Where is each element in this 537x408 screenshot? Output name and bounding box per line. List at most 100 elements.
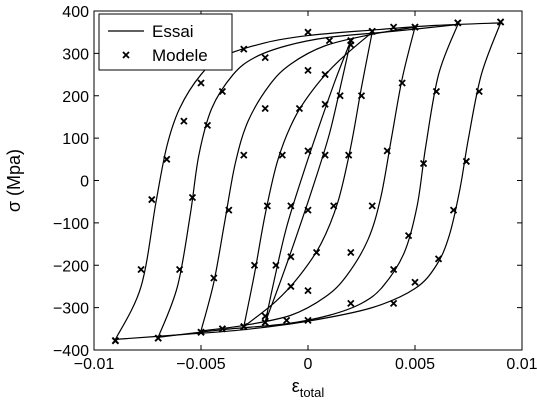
x-tick-label: 0.01 bbox=[506, 356, 537, 373]
essai-loop-4-lower-branch bbox=[243, 32, 373, 328]
y-tick-label: −100 bbox=[53, 216, 89, 233]
modele-marker bbox=[454, 19, 462, 27]
y-tick-label: 200 bbox=[62, 89, 89, 106]
modele-marker bbox=[250, 261, 259, 269]
modele-marker bbox=[261, 312, 269, 320]
x-axis-label: εtotal bbox=[292, 376, 325, 400]
y-tick-label: −400 bbox=[53, 343, 89, 360]
y-tick-label: 0 bbox=[80, 174, 89, 191]
modele-marker bbox=[336, 92, 344, 100]
modele-marker bbox=[218, 87, 227, 96]
modele-marker bbox=[282, 316, 291, 324]
modele-marker bbox=[345, 151, 353, 159]
essai-loop-2-upper-branch bbox=[157, 23, 458, 338]
legend-label-essai: Essai bbox=[152, 22, 194, 41]
modele-marker bbox=[321, 100, 329, 108]
modele-marker bbox=[263, 202, 271, 210]
modele-marker bbox=[432, 87, 441, 96]
modele-marker bbox=[347, 299, 355, 308]
modele-marker bbox=[261, 53, 269, 62]
plot-markers bbox=[111, 18, 505, 345]
modele-marker bbox=[347, 37, 355, 45]
modele-marker bbox=[325, 37, 334, 45]
essai-loop-5-lower-branch bbox=[264, 40, 352, 323]
modele-marker bbox=[304, 206, 312, 214]
modele-marker bbox=[180, 117, 188, 125]
modele-marker bbox=[475, 87, 483, 96]
modele-marker bbox=[295, 104, 304, 113]
modele-marker bbox=[419, 159, 428, 168]
plot-curves bbox=[114, 22, 502, 341]
modele-marker bbox=[188, 193, 197, 202]
y-tick-label: 400 bbox=[62, 4, 89, 21]
x-tick-label: 0.005 bbox=[395, 356, 435, 373]
legend-label-modele: Modele bbox=[152, 46, 208, 65]
modele-marker bbox=[304, 147, 312, 155]
modele-marker bbox=[368, 27, 376, 35]
modele-marker bbox=[404, 231, 413, 240]
x-tick-label: 0 bbox=[304, 356, 313, 373]
modele-marker bbox=[197, 328, 205, 336]
x-axis-label-sub: total bbox=[300, 385, 325, 400]
modele-marker bbox=[261, 104, 269, 113]
modele-marker bbox=[304, 28, 312, 36]
essai-loop-4-upper-branch bbox=[243, 31, 373, 327]
y-tick-label: −200 bbox=[53, 258, 89, 275]
modele-marker bbox=[261, 318, 269, 327]
modele-marker bbox=[368, 202, 376, 210]
modele-marker bbox=[312, 248, 321, 257]
modele-marker bbox=[240, 151, 248, 159]
essai-loop-5-upper-branch bbox=[264, 40, 352, 323]
y-axis-label: σ (Mpa) bbox=[4, 149, 24, 212]
x-tick-label: −0.005 bbox=[176, 356, 225, 373]
modele-marker bbox=[175, 265, 184, 274]
essai-loop-3-upper-branch bbox=[200, 26, 416, 332]
modele-marker bbox=[398, 79, 406, 87]
modele-marker bbox=[434, 255, 443, 263]
essai-loop-1-lower-branch bbox=[115, 22, 502, 341]
modele-marker bbox=[240, 323, 248, 331]
y-tick-label: 300 bbox=[62, 46, 89, 63]
modele-marker bbox=[210, 274, 218, 282]
modele-marker bbox=[304, 66, 312, 74]
legend-box bbox=[98, 13, 233, 71]
modele-marker bbox=[347, 248, 355, 257]
modele-marker bbox=[111, 337, 120, 345]
modele-marker bbox=[449, 206, 458, 214]
modele-marker bbox=[462, 157, 470, 166]
modele-marker bbox=[304, 316, 312, 324]
modele-marker bbox=[304, 287, 312, 295]
modele-marker bbox=[383, 147, 391, 155]
modele-marker bbox=[272, 261, 280, 269]
modele-marker bbox=[163, 155, 171, 163]
modele-marker bbox=[287, 282, 295, 291]
x-axis-label-main: ε bbox=[292, 376, 300, 396]
modele-marker bbox=[389, 23, 398, 31]
modele-marker bbox=[389, 299, 398, 308]
essai-loop-2-lower-branch bbox=[158, 24, 459, 338]
modele-marker bbox=[203, 121, 212, 130]
y-tick-label: 100 bbox=[62, 131, 89, 148]
essai-loop-3-lower-branch bbox=[200, 26, 416, 332]
modele-marker bbox=[148, 195, 156, 204]
axis-ticks: −0.01 −0.005 0 0.005 0.01 −400 −300 −200 −100 0 10… bbox=[53, 4, 537, 373]
legend: Essai Modele bbox=[98, 13, 233, 71]
modele-marker bbox=[411, 278, 419, 286]
modele-marker bbox=[197, 79, 205, 87]
modele-marker bbox=[287, 202, 295, 210]
modele-marker bbox=[411, 23, 419, 31]
modele-marker bbox=[240, 45, 248, 53]
modele-marker bbox=[218, 325, 227, 333]
modele-marker bbox=[357, 92, 366, 100]
modele-marker bbox=[389, 265, 398, 274]
modele-marker bbox=[321, 151, 329, 159]
modele-marker bbox=[278, 151, 286, 159]
x-tick-label: −0.01 bbox=[74, 356, 115, 373]
modele-marker bbox=[225, 206, 233, 214]
modele-marker bbox=[137, 265, 145, 274]
legend-marker-swatch bbox=[122, 51, 130, 59]
modele-marker bbox=[154, 334, 162, 342]
modele-marker bbox=[321, 70, 329, 79]
modele-marker bbox=[287, 253, 295, 261]
